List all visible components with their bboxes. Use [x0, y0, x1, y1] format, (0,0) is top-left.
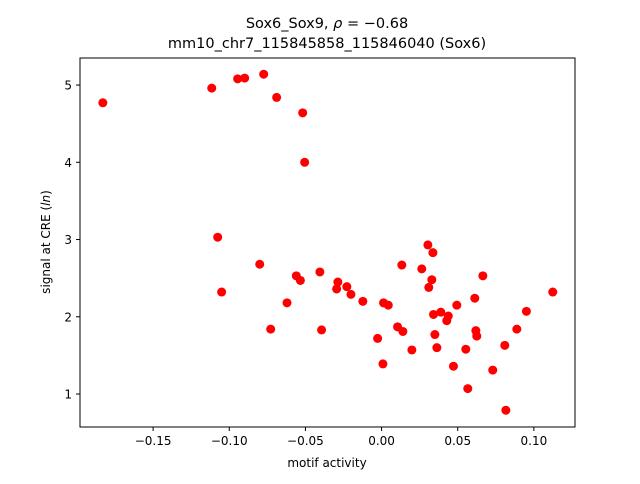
data-point	[452, 300, 462, 310]
data-point	[398, 326, 408, 336]
data-point	[255, 259, 265, 269]
data-point	[521, 306, 531, 316]
data-point	[358, 296, 368, 306]
data-point	[488, 365, 498, 375]
data-point	[442, 316, 452, 326]
data-point	[463, 384, 473, 394]
data-point	[423, 240, 433, 250]
y-tick-label: 4	[64, 156, 72, 170]
data-point	[470, 293, 480, 303]
data-point	[240, 73, 250, 83]
data-point	[417, 264, 427, 274]
data-point	[512, 324, 522, 334]
data-point	[233, 74, 243, 84]
data-point	[436, 307, 446, 317]
data-point	[333, 277, 343, 287]
x-tick-label: −0.15	[135, 434, 172, 448]
x-tick-label: −0.05	[287, 434, 324, 448]
y-axis-label: signal at CRE (ln)	[39, 190, 53, 294]
x-tick-label: 0.05	[444, 434, 471, 448]
data-point	[346, 289, 356, 299]
data-point	[298, 108, 308, 118]
data-point	[266, 324, 276, 334]
data-point	[295, 275, 305, 285]
data-point	[332, 284, 342, 294]
y-axis: 1 2 3 4 5	[64, 79, 80, 402]
y-tick-label: 2	[64, 310, 72, 324]
plot-frame	[79, 57, 576, 428]
x-tick-label: 0.00	[368, 434, 395, 448]
data-point	[501, 405, 511, 415]
data-point	[342, 282, 352, 292]
data-point	[378, 359, 388, 369]
x-tick-label: 0.10	[521, 434, 548, 448]
data-point	[548, 287, 558, 297]
data-point	[272, 92, 282, 102]
data-point	[428, 248, 438, 258]
data-point	[282, 298, 292, 308]
data-point	[383, 300, 393, 310]
data-point	[407, 345, 417, 355]
data-point	[424, 282, 434, 292]
data-point	[461, 344, 471, 354]
data-point	[430, 330, 440, 340]
data-point	[448, 361, 458, 371]
data-point	[429, 309, 439, 319]
data-point	[427, 275, 437, 285]
data-point	[217, 287, 227, 297]
y-tick-label: 5	[64, 79, 72, 93]
y-tick-label: 3	[64, 233, 72, 247]
points-layer	[98, 69, 558, 415]
data-point	[315, 267, 325, 277]
data-point	[259, 69, 269, 79]
data-point	[373, 333, 383, 343]
data-point	[207, 83, 217, 93]
y-tick-label: 1	[64, 388, 72, 402]
data-point	[478, 271, 488, 281]
chart-title-line1: Sox6_Sox9, ρ = −0.68	[246, 16, 408, 32]
data-point	[500, 340, 510, 350]
x-axis-label: motif activity	[287, 456, 366, 470]
x-tick-label: −0.10	[211, 434, 248, 448]
x-axis: −0.15 −0.10 −0.05 0.00 0.05 0.10	[135, 427, 548, 448]
data-point	[317, 325, 327, 335]
data-point	[472, 331, 482, 341]
data-point	[397, 260, 407, 270]
data-point	[98, 98, 108, 108]
data-point	[213, 232, 223, 242]
chart-title-line2: mm10_chr7_115845858_115846040 (Sox6)	[168, 36, 486, 52]
data-point	[300, 157, 310, 167]
data-point	[432, 343, 442, 353]
